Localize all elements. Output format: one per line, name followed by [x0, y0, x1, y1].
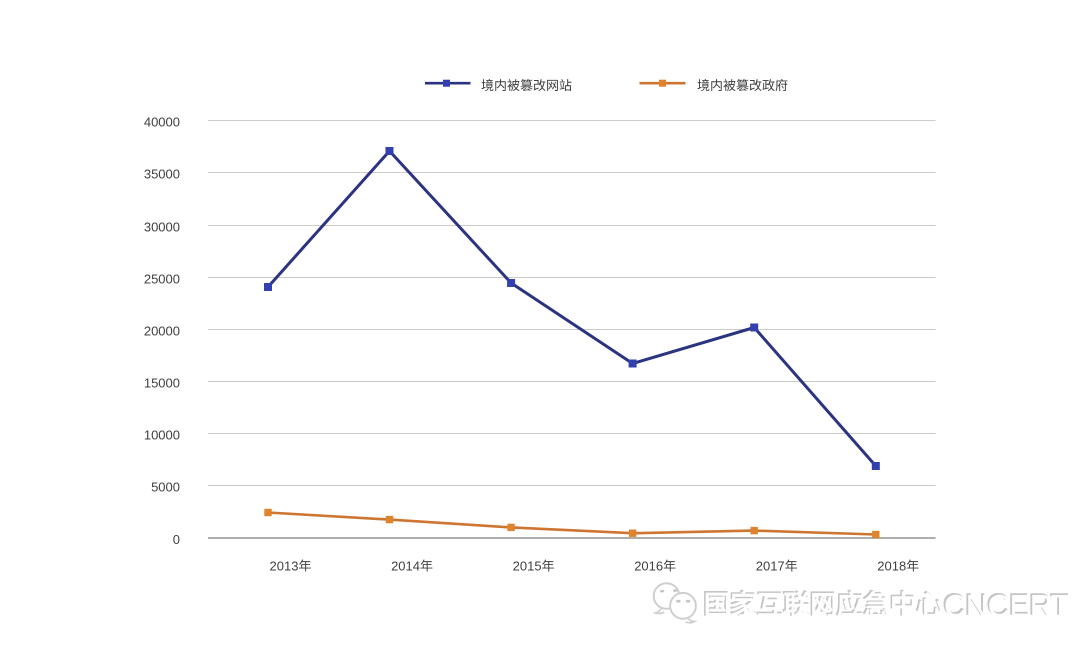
svg-text:35000: 35000: [144, 167, 180, 182]
svg-text:CNCERT: CNCERT: [944, 588, 1070, 623]
svg-text:2015: 2015: [513, 559, 542, 574]
svg-text:30000: 30000: [144, 220, 180, 235]
svg-text:20000: 20000: [144, 324, 180, 339]
svg-text:0: 0: [173, 532, 180, 547]
svg-text:5000: 5000: [151, 480, 180, 495]
svg-text:2014: 2014: [391, 559, 420, 574]
svg-text:CNCERT: CNCERT: [942, 586, 1068, 621]
svg-text:15000: 15000: [144, 376, 180, 391]
svg-text:2016: 2016: [634, 559, 663, 574]
svg-text:2018: 2018: [877, 559, 906, 574]
svg-text:2017: 2017: [756, 559, 785, 574]
svg-text:40000: 40000: [144, 115, 180, 130]
svg-text:2013: 2013: [270, 559, 299, 574]
svg-text:25000: 25000: [144, 272, 180, 287]
svg-text:10000: 10000: [144, 428, 180, 443]
